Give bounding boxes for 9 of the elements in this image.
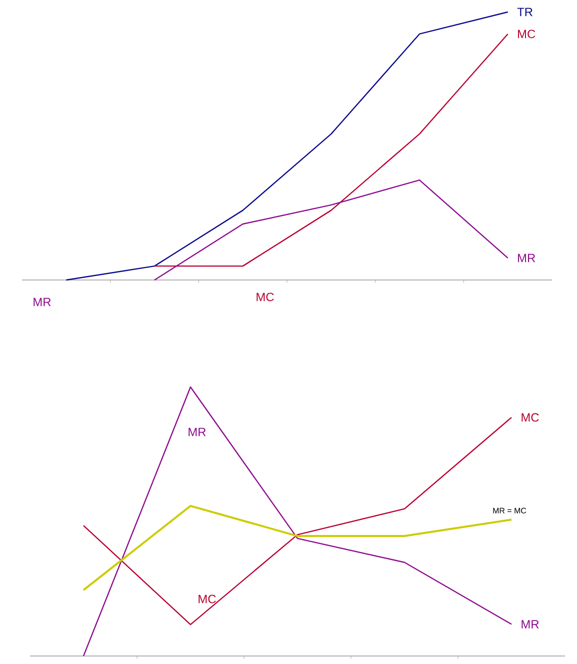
series-label: MC [518, 30, 536, 38]
series-label: TR [517, 8, 532, 16]
series-label: MR [522, 620, 539, 628]
text: MC [256, 292, 274, 302]
text: MR [34, 298, 51, 306]
series-label: MR [518, 254, 536, 262]
series-label: MC [522, 413, 539, 422]
annotation: MC [198, 594, 216, 604]
annotation: MR [188, 428, 206, 436]
